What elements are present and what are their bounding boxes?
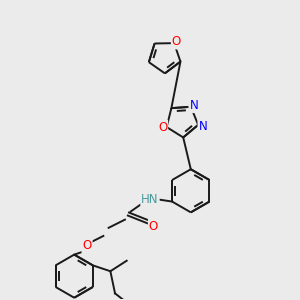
Text: HN: HN xyxy=(141,193,159,206)
Text: O: O xyxy=(149,220,158,232)
Text: O: O xyxy=(158,121,167,134)
Text: N: N xyxy=(199,119,207,133)
Text: N: N xyxy=(189,99,198,112)
Text: O: O xyxy=(172,35,181,49)
Text: O: O xyxy=(82,239,92,252)
